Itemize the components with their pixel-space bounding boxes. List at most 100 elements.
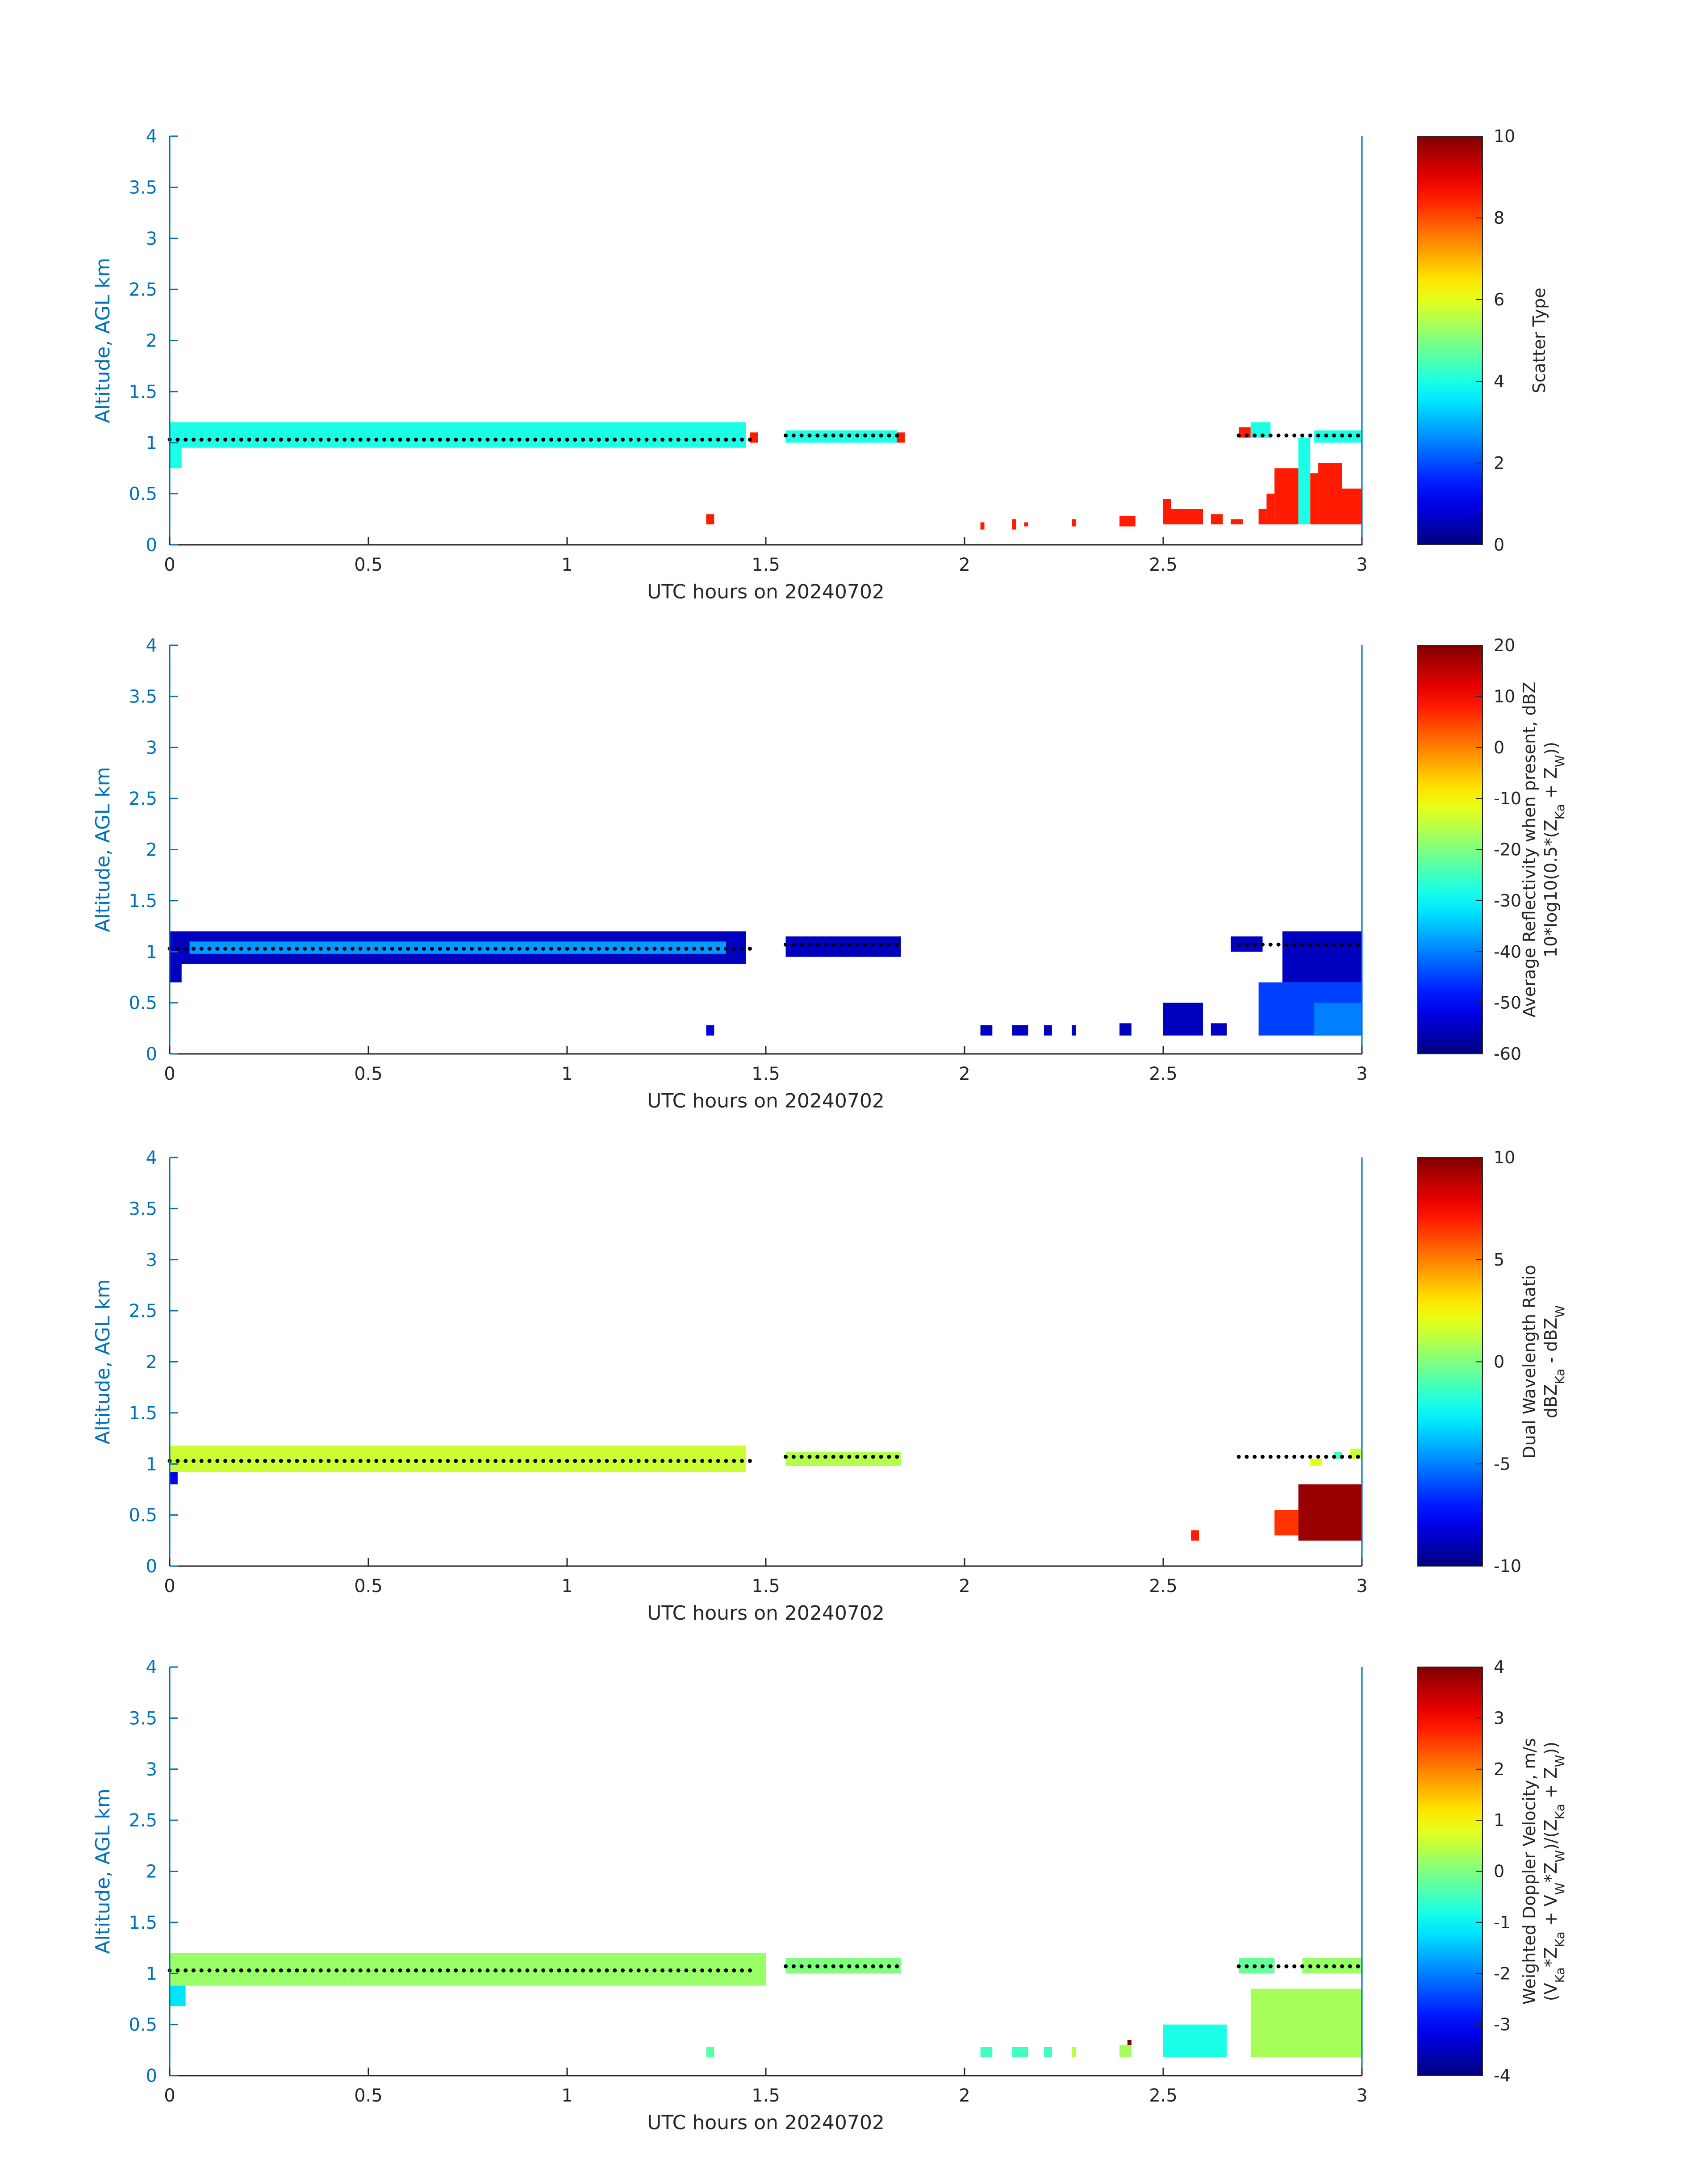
cloud-base-dot [887, 1454, 891, 1459]
cloud-base-dot [334, 1968, 339, 1972]
cloud-base-dot [549, 1458, 553, 1463]
x-tick-label: 2.5 [1149, 2085, 1178, 2106]
cloud-base-dot [342, 1458, 347, 1463]
cloud-base-dot [855, 1964, 860, 1968]
cloud-base-dot [406, 437, 410, 442]
cloud-base-dot [454, 1968, 458, 1972]
y-tick-label: 0.5 [129, 1505, 157, 1526]
cloud-base-dot [1340, 1454, 1344, 1459]
cloud-base-dot [1276, 1454, 1281, 1459]
data-cell [785, 1451, 901, 1466]
colorbar-label-line1: Weighted Doppler Velocity, m/s [1520, 1738, 1539, 2005]
label-part: (V [1541, 1983, 1561, 2001]
cloud-base-dot [287, 1968, 291, 1972]
cloud-base-dot [247, 1458, 251, 1463]
colorbar-tick-label: 0 [1494, 535, 1504, 555]
cloud-base-dot [1308, 1454, 1312, 1459]
x-tick-label: 3 [1356, 1576, 1367, 1596]
colorbar-tick-label: 10 [1494, 126, 1515, 146]
y-tick-label: 3.5 [129, 177, 157, 198]
cloud-base-dot [613, 437, 617, 442]
cloud-base-dot [1332, 433, 1336, 438]
cloud-base-dot [855, 433, 860, 438]
y-tick-label: 2 [146, 1352, 157, 1373]
colorbar-tick-label: -3 [1494, 2015, 1511, 2035]
cloud-base-dot [692, 1458, 697, 1463]
colorbar-tick-label: -5 [1494, 1454, 1511, 1474]
cloud-base-dot [318, 1968, 323, 1972]
cloud-base-dot [887, 1964, 891, 1968]
colorbar-tick-label: -60 [1494, 1044, 1521, 1064]
chart-panel-3: 0 0.5 1 1.5 2 2.5 3 3.5 4 0 0.5 1 1.5 2 2.5 3 UTC hours … [92, 1148, 1567, 1625]
cloud-base-dot [184, 1968, 188, 1972]
cloud-base-dot [279, 1458, 283, 1463]
cloud-base-dot [613, 1458, 617, 1463]
y-tick-label: 2 [146, 840, 157, 861]
colorbar-label-line1: Average Reflectivity when present, dBZ [1520, 682, 1539, 1018]
cloud-base-dot [501, 946, 506, 951]
cloud-base-dot [422, 437, 426, 442]
cloud-base-dot [326, 1968, 331, 1972]
cloud-base-dot [509, 946, 514, 951]
cloud-base-dot [700, 1458, 705, 1463]
cloud-base-dot [175, 437, 180, 442]
cloud-base-dot [660, 1458, 665, 1463]
colorbar-tick-label: 1 [1494, 1810, 1504, 1830]
colorbar-tick-label: 10 [1494, 686, 1515, 706]
colorbar-tick-label: 0 [1494, 1352, 1504, 1372]
cloud-base-dot [350, 1968, 355, 1972]
cloud-base-dot [807, 942, 812, 947]
cloud-base-dot [1292, 1454, 1297, 1459]
cloud-base-dot [557, 1968, 561, 1972]
cloud-base-dot [1244, 942, 1249, 947]
cloud-base-dot [501, 1458, 506, 1463]
colorbar-tick-label: -20 [1494, 840, 1521, 860]
data-cell [170, 964, 182, 982]
cloud-base-dot [485, 1968, 490, 1972]
y-tick-label: 4 [146, 126, 157, 147]
cloud-base-dot [708, 946, 712, 951]
y-tick-label: 0 [146, 1044, 157, 1065]
cloud-base-dot [382, 1458, 387, 1463]
data-cell [1302, 1958, 1362, 1974]
cloud-base-dot [271, 1458, 275, 1463]
cloud-base-dot [1292, 433, 1297, 438]
x-tick-label: 2 [959, 555, 970, 575]
cloud-base-dot [823, 433, 827, 438]
data-cell [1119, 516, 1136, 526]
cloud-base-dot [438, 1968, 442, 1972]
x-tick-label: 2.5 [1149, 555, 1178, 575]
cloud-base-dot [533, 946, 538, 951]
cloud-base-dot [732, 1968, 736, 1972]
cloud-base-dot [589, 437, 593, 442]
cloud-base-dot [1316, 1454, 1320, 1459]
cloud-base-dot [871, 433, 875, 438]
y-tick-label: 2.5 [129, 789, 157, 809]
subscript: Ka [1553, 1931, 1567, 1947]
cloud-base-dot [350, 437, 355, 442]
x-tick-label: 2 [959, 1064, 970, 1084]
cloud-base-dot [652, 1968, 657, 1972]
data-cell [189, 941, 726, 954]
cloud-base-dot [334, 946, 339, 951]
data-cell [1231, 519, 1243, 525]
cloud-base-dot [589, 1458, 593, 1463]
data-cell [1024, 522, 1028, 526]
cloud-base-dot [863, 1454, 867, 1459]
cloud-base-dot [207, 1968, 212, 1972]
cloud-base-dot [863, 1964, 867, 1968]
cloud-base-dot [895, 1454, 899, 1459]
cloud-base-dot [748, 946, 752, 951]
cloud-base-dot [716, 1968, 720, 1972]
cloud-base-dot [366, 946, 371, 951]
cloud-base-dot [446, 1968, 450, 1972]
y-tick-label: 2 [146, 1862, 157, 1882]
cloud-base-dot [791, 942, 796, 947]
data-cell [1171, 509, 1203, 525]
cloud-base-dot [716, 1458, 720, 1463]
cloud-base-dot [557, 946, 561, 951]
cloud-base-dot [799, 433, 804, 438]
colorbar-label: Dual Wavelength Ratio dBZKa - dBZW [1520, 1265, 1567, 1458]
cloud-base-dot [644, 946, 649, 951]
cloud-base-dot [565, 1968, 569, 1972]
